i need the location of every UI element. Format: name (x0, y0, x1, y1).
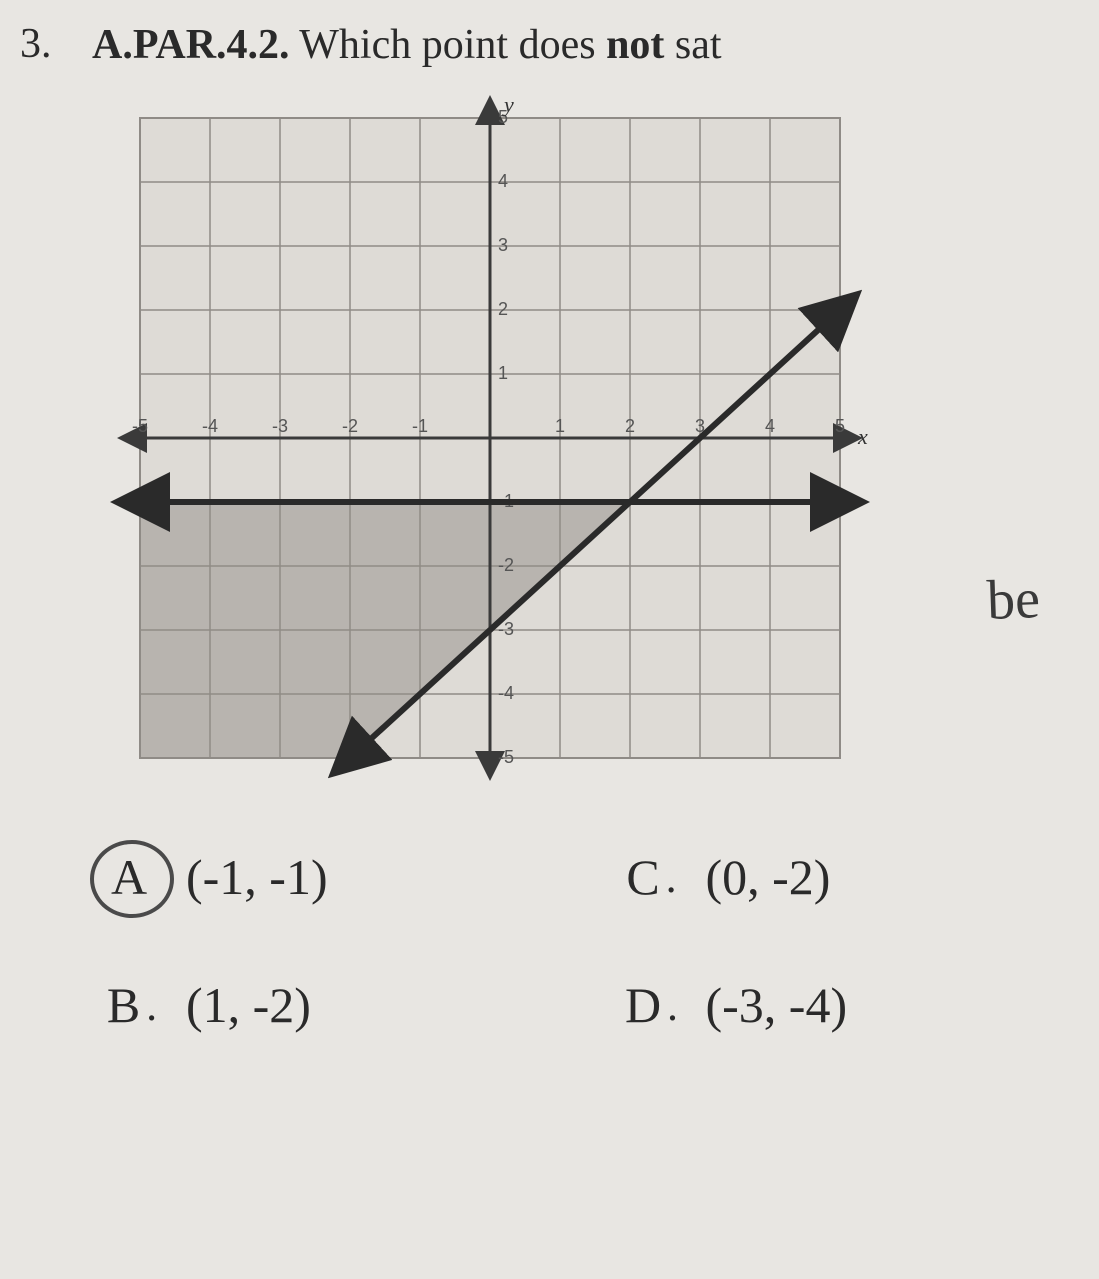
svg-text:1: 1 (555, 416, 565, 436)
question-number: 3. (20, 20, 68, 68)
question-text: A.PAR.4.2. Which point does not sat (92, 20, 1079, 70)
answer-A: A (-1, -1) (100, 848, 560, 906)
svg-text:-4: -4 (202, 416, 218, 436)
answer-B: B. (1, -2) (100, 976, 560, 1034)
svg-text:-2: -2 (498, 555, 514, 575)
answer-letter-C: C. (620, 848, 684, 906)
svg-text:1: 1 (498, 363, 508, 383)
answer-letter-D: D. (620, 976, 684, 1034)
svg-text:-5: -5 (132, 416, 148, 436)
answer-letter-B: B. (100, 976, 164, 1034)
svg-text:x: x (857, 424, 868, 449)
svg-text:-2: -2 (342, 416, 358, 436)
svg-text:4: 4 (498, 171, 508, 191)
coordinate-chart: -5-4-3-2-112345-5-4-3-2-112345xy be (110, 88, 1010, 788)
answer-choices: A (-1, -1) C. (0, -2) B. (1, -2) D. (-3,… (100, 848, 1079, 1034)
svg-text:-5: -5 (498, 747, 514, 767)
handwritten-annotation: be (986, 567, 1041, 633)
svg-text:3: 3 (498, 235, 508, 255)
answer-value-C: (0, -2) (706, 848, 831, 906)
svg-text:-1: -1 (412, 416, 428, 436)
answer-value-D: (-3, -4) (706, 976, 848, 1034)
answer-D: D. (-3, -4) (620, 976, 1080, 1034)
answer-value-A: (-1, -1) (186, 848, 328, 906)
standard-code: A.PAR.4.2. (92, 22, 290, 68)
answer-C: C. (0, -2) (620, 848, 1080, 906)
answer-letter-A: A (100, 848, 164, 906)
qtext-part1: Which point does (290, 22, 607, 68)
qtext-part2: sat (664, 22, 721, 68)
svg-text:5: 5 (835, 416, 845, 436)
qtext-bold: not (606, 22, 664, 68)
question-header: 3. A.PAR.4.2. Which point does not sat (20, 20, 1079, 70)
svg-text:4: 4 (765, 416, 775, 436)
svg-text:-4: -4 (498, 683, 514, 703)
coordinate-grid-svg: -5-4-3-2-112345-5-4-3-2-112345xy (110, 88, 870, 788)
svg-text:y: y (502, 92, 514, 117)
svg-text:2: 2 (498, 299, 508, 319)
svg-text:2: 2 (625, 416, 635, 436)
svg-text:-3: -3 (272, 416, 288, 436)
answer-value-B: (1, -2) (186, 976, 311, 1034)
